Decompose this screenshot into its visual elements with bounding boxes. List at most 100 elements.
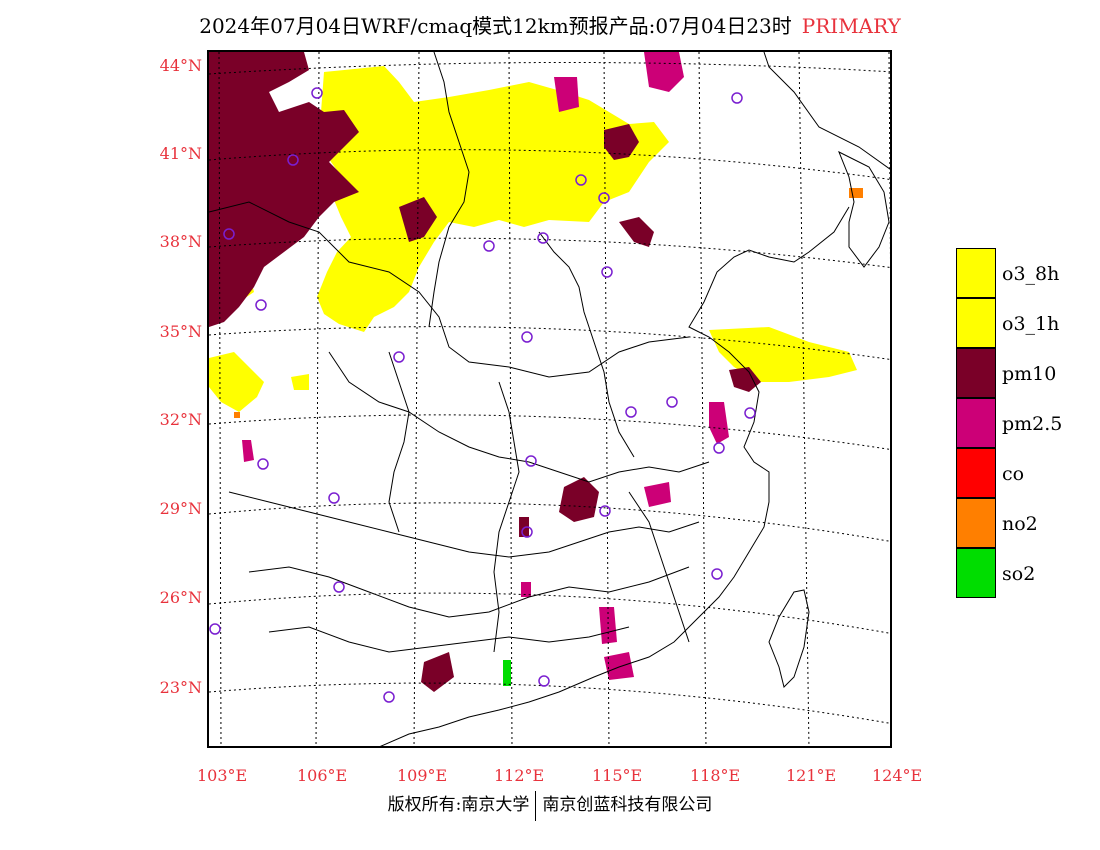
- lat-label-23: 23°N: [159, 678, 202, 697]
- boundaries: [209, 52, 890, 746]
- legend-label: co: [1002, 463, 1025, 485]
- o3-region-southwest: [209, 352, 264, 412]
- province-line-9: [493, 381, 520, 653]
- taiwan-outline: [768, 589, 810, 688]
- station-marker: [537, 232, 549, 244]
- province-line-3: [228, 491, 700, 558]
- lon-label-118: 118°E: [690, 766, 741, 785]
- station-marker: [598, 192, 610, 204]
- pm10-region-beijing: [604, 124, 639, 160]
- pm25-region-hunan: [521, 582, 531, 597]
- province-line-6: [428, 52, 470, 328]
- legend-label: no2: [1002, 513, 1038, 535]
- station-marker: [287, 154, 299, 166]
- pm25-region-anhui: [709, 402, 729, 444]
- primary-tag: PRIMARY: [801, 14, 901, 38]
- legend-swatch: [956, 548, 996, 598]
- station-marker: [483, 240, 495, 252]
- pm10-region-jiangsu: [729, 367, 761, 392]
- pm25-region-jiangxi: [599, 607, 617, 644]
- province-line-8: [388, 351, 410, 533]
- pm10-region-northwest: [209, 52, 359, 327]
- legend-swatch: [956, 298, 996, 348]
- pm10-region-hebei: [619, 217, 654, 247]
- station-marker: [711, 568, 723, 580]
- station-marker: [255, 299, 267, 311]
- station-marker: [257, 458, 269, 470]
- province-line-10: [628, 491, 690, 643]
- station-marker: [383, 691, 395, 703]
- pm10-region-hubei: [559, 477, 599, 522]
- lon-label-115: 115°E: [592, 766, 643, 785]
- lat-label-38: 38°N: [159, 232, 202, 251]
- lat-label-44: 44°N: [159, 56, 202, 75]
- province-line-2: [328, 351, 710, 483]
- legend-label: o3_1h: [1002, 313, 1060, 335]
- pm10-region-layer: [209, 52, 761, 692]
- station-marker: [731, 92, 743, 104]
- station-marker: [333, 581, 345, 593]
- pm25-region-north: [644, 52, 684, 92]
- station-marker: [744, 407, 756, 419]
- legend-label: pm10: [1002, 363, 1057, 385]
- footer-divider: [535, 790, 537, 821]
- province-line-1: [209, 201, 690, 378]
- korea-outline: [838, 150, 890, 268]
- lon-label-103: 103°E: [197, 766, 248, 785]
- lat-label-26: 26°N: [159, 588, 202, 607]
- lon-label-106: 106°E: [297, 766, 348, 785]
- lat-label-32: 32°N: [159, 410, 202, 429]
- forecast-map: [207, 50, 892, 748]
- no2-region-small: [234, 412, 240, 418]
- graticule: [209, 52, 890, 746]
- lon-label-121: 121°E: [786, 766, 837, 785]
- legend-swatch: [956, 498, 996, 548]
- legend-label: o3_8h: [1002, 263, 1060, 285]
- station-markers: [209, 87, 756, 703]
- pm25-region-north-2: [554, 77, 579, 112]
- station-marker: [328, 492, 340, 504]
- pm25-region-layer: [242, 52, 729, 680]
- lat-label-41: 41°N: [159, 144, 202, 163]
- station-marker: [521, 331, 533, 343]
- station-marker: [311, 87, 323, 99]
- pm10-region-shanxi: [399, 197, 437, 242]
- copyright-left: 版权所有:南京大学: [387, 795, 530, 815]
- station-marker: [393, 351, 405, 363]
- station-marker: [625, 406, 637, 418]
- station-marker: [599, 505, 611, 517]
- pm25-region-sichuan: [242, 440, 254, 462]
- legend-swatch: [956, 448, 996, 498]
- so2-region: [503, 660, 511, 686]
- legend-swatch: [956, 398, 996, 448]
- title-text: 2024年07月04日WRF/cmaq模式12km预报产品:07月04日23时: [199, 14, 792, 38]
- coastline: [380, 52, 890, 746]
- station-marker: [521, 526, 533, 538]
- lat-label-29: 29°N: [159, 499, 202, 518]
- province-line-4: [248, 566, 690, 618]
- pm25-region-hubei-east: [644, 482, 671, 507]
- station-marker: [575, 174, 587, 186]
- legend-label: pm2.5: [1002, 413, 1063, 435]
- station-marker: [666, 396, 678, 408]
- lon-label-124: 124°E: [872, 766, 923, 785]
- station-marker: [223, 228, 235, 240]
- o3-region-west-small-2: [291, 374, 309, 390]
- lat-label-35: 35°N: [159, 322, 202, 341]
- map-title: 2024年07月04日WRF/cmaq模式12km预报产品:07月04日23时 P…: [0, 10, 1100, 39]
- station-marker: [601, 266, 613, 278]
- province-line-5: [268, 626, 630, 653]
- province-line-7: [538, 231, 635, 458]
- station-marker: [525, 455, 537, 467]
- copyright-footer: 版权所有:南京大学 南京创蓝科技有限公司: [0, 790, 1100, 821]
- lon-label-112: 112°E: [494, 766, 545, 785]
- station-marker: [538, 675, 550, 687]
- legend-swatch: [956, 248, 996, 298]
- legend-label: so2: [1002, 563, 1036, 585]
- copyright-right: 南京创蓝科技有限公司: [542, 795, 713, 815]
- station-marker: [713, 442, 725, 454]
- pm10-region-guangxi: [421, 652, 454, 692]
- lon-label-109: 109°E: [397, 766, 448, 785]
- map-canvas: [209, 52, 890, 746]
- o3-region-north: [317, 66, 669, 332]
